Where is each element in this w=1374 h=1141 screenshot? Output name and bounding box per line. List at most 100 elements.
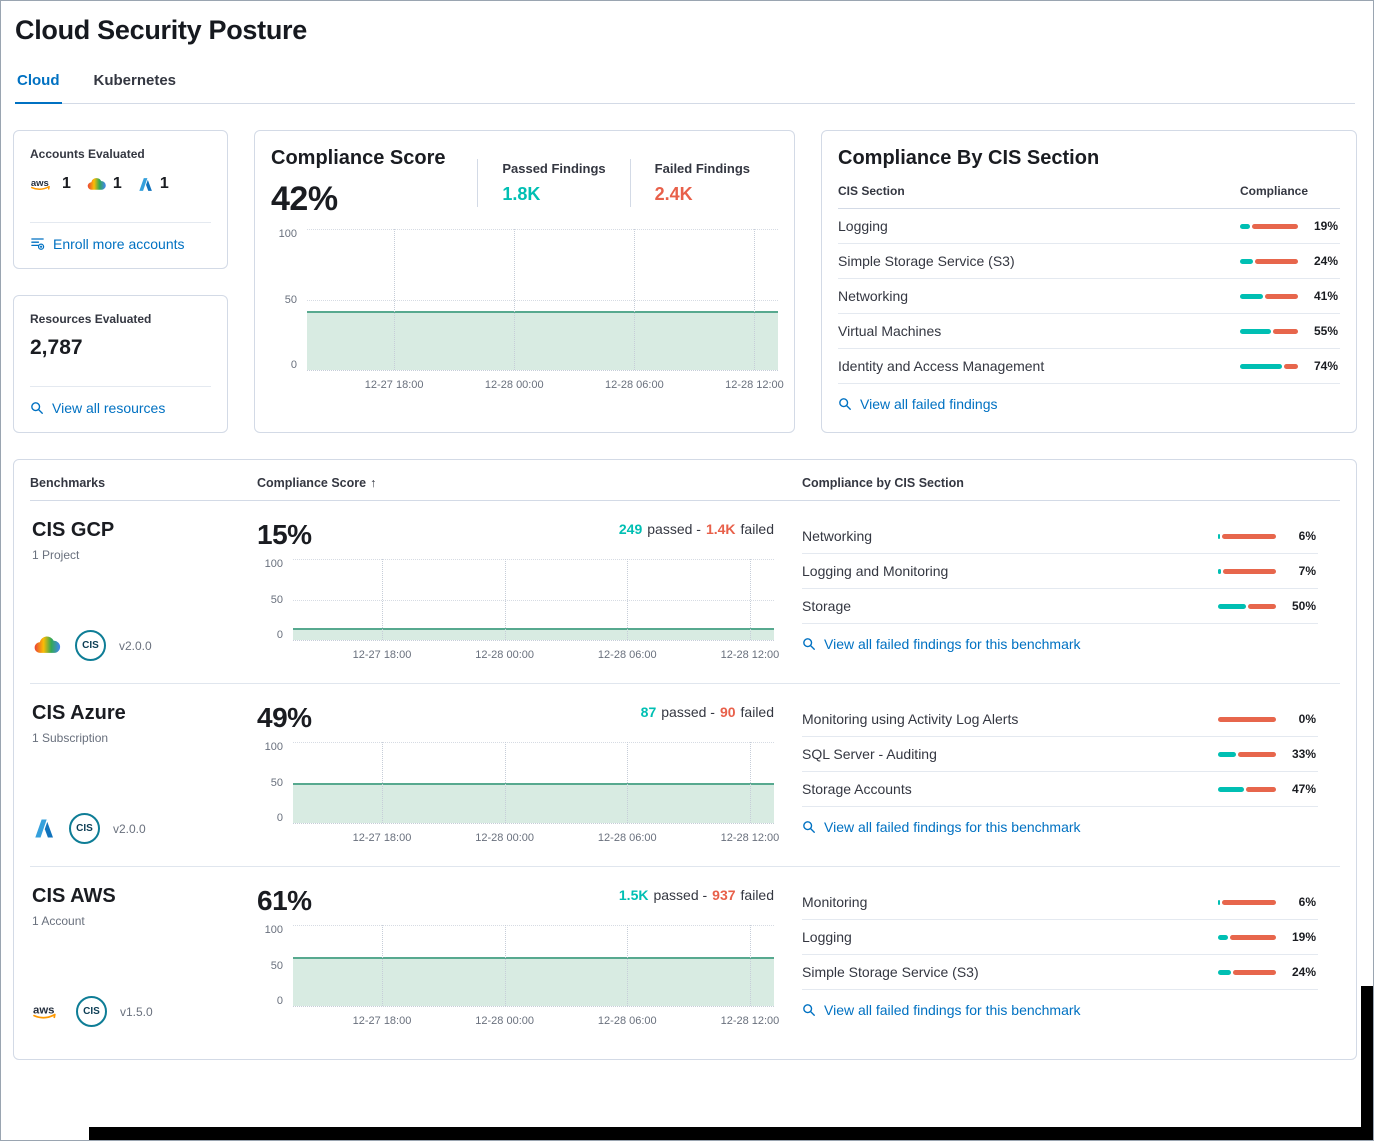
resources-evaluated-value: 2,787 — [30, 335, 83, 359]
compliance-score-column-header[interactable]: Compliance Score ↑ — [257, 476, 377, 490]
compliance-percent: 47% — [1291, 782, 1316, 796]
accounts-evaluated-card: Accounts Evaluated aws 1 — [13, 130, 228, 269]
view-failed-findings-benchmark-link[interactable]: View all failed findings for this benchm… — [802, 1002, 1081, 1018]
x-axis-labels: 12-27 18:00 12-28 00:00 12-28 06:00 12-2… — [352, 649, 780, 661]
enroll-icon — [30, 236, 45, 251]
compliance-score-card: Compliance Score 42% Passed Findings 1.8… — [254, 130, 795, 433]
resources-evaluated-card: Resources Evaluated 2,787 View all resou… — [13, 294, 228, 433]
search-icon — [802, 637, 816, 651]
cis-section-row: Monitoring using Activity Log Alerts 0% — [802, 702, 1318, 737]
compliance-percent: 50% — [1291, 599, 1316, 613]
compliance-percent: 74% — [1313, 359, 1338, 373]
compliance-bar — [1240, 258, 1298, 264]
cis-section-label: Simple Storage Service (S3) — [802, 964, 979, 980]
passed-failed-summary: 1.5K passed - 937 failed — [618, 887, 774, 903]
aws-account-count: aws 1 — [30, 175, 71, 193]
benchmark-name: CIS GCP — [32, 519, 115, 541]
passed-findings-value: 1.8K — [502, 184, 541, 204]
compliance-column-header: Compliance — [1240, 184, 1309, 198]
search-icon — [802, 1003, 816, 1017]
cis-section-label: Monitoring using Activity Log Alerts — [802, 711, 1019, 727]
screenshot-artifact-right — [1361, 986, 1373, 1140]
gcp-icon — [86, 177, 107, 192]
compliance-percent: 55% — [1313, 324, 1338, 338]
tab-cloud[interactable]: Cloud — [15, 66, 62, 104]
view-all-failed-findings-link[interactable]: View all failed findings — [838, 396, 998, 412]
benchmark-trend-chart: 100 50 0 12-27 18:00 12-28 00:00 — [257, 741, 780, 846]
area-chart-fill — [293, 627, 774, 640]
cis-section-label: Storage Accounts — [802, 781, 912, 797]
benchmark-trend-chart: 100 50 0 12-27 18:00 12-28 00:00 — [257, 924, 780, 1029]
compliance-percent: 6% — [1298, 529, 1316, 543]
x-axis-labels: 12-27 18:00 12-28 00:00 12-28 06:00 12-2… — [352, 832, 780, 844]
screenshot-artifact-bottom — [89, 1127, 1373, 1140]
findings-stats: Passed Findings 1.8K Failed Findings 2.4… — [477, 159, 774, 207]
tab-bar: Cloud Kubernetes — [15, 66, 1355, 104]
cis-section-row: Networking 41% — [838, 279, 1340, 314]
passed-findings-label: Passed Findings — [502, 161, 606, 176]
aws-icon: aws — [30, 176, 56, 193]
benchmark-subtitle: 1 Subscription — [32, 731, 109, 745]
enroll-more-accounts-link[interactable]: Enroll more accounts — [30, 223, 211, 252]
cis-benchmark-icon: CIS — [69, 813, 100, 844]
compliance-percent: 7% — [1298, 564, 1316, 578]
y-axis-labels: 100 50 0 — [278, 228, 297, 371]
compliance-percent: 24% — [1291, 965, 1316, 979]
cis-table-header: CIS Section Compliance — [838, 170, 1340, 209]
cis-benchmark-icon: CIS — [76, 996, 107, 1027]
benchmark-row-cis-gcp: CIS GCP 1 Project CIS v2.0.0 1 — [30, 501, 1340, 684]
svg-text:aws: aws — [31, 177, 49, 188]
cis-section-row: Logging and Monitoring 7% — [802, 554, 1318, 589]
compliance-percent: 6% — [1298, 895, 1316, 909]
compliance-bar — [1240, 328, 1298, 334]
benchmark-name: CIS Azure — [32, 702, 126, 724]
compliance-score-title: Compliance Score — [271, 147, 446, 169]
y-axis-labels: 100 50 0 — [264, 924, 283, 1007]
search-icon — [802, 820, 816, 834]
view-failed-findings-benchmark-link[interactable]: View all failed findings for this benchm… — [802, 636, 1081, 652]
compliance-bar — [1218, 969, 1276, 975]
benchmark-subtitle: 1 Project — [32, 548, 80, 562]
benchmarks-column-header: Benchmarks — [30, 476, 106, 490]
benchmark-meta: CIS v2.0.0 — [32, 813, 257, 846]
compliance-score-value: 42% — [271, 180, 338, 218]
sort-ascending-icon: ↑ — [370, 476, 377, 490]
cis-section-row: Networking 6% — [802, 519, 1318, 554]
cis-section-row: Logging 19% — [838, 209, 1340, 244]
compliance-bar — [1240, 363, 1298, 369]
compliance-percent: 24% — [1313, 254, 1338, 268]
cis-section-card-title: Compliance By CIS Section — [838, 147, 1100, 169]
compliance-percent: 41% — [1313, 289, 1338, 303]
accounts-evaluated-title: Accounts Evaluated — [30, 147, 145, 161]
y-axis-labels: 100 50 0 — [264, 558, 283, 641]
passed-failed-summary: 87 passed - 90 failed — [640, 704, 774, 720]
failed-findings-label: Failed Findings — [654, 161, 750, 176]
compliance-percent: 19% — [1313, 219, 1338, 233]
benchmarks-table: Benchmarks Compliance Score ↑ Compliance… — [13, 459, 1357, 1060]
compliance-percent: 33% — [1291, 747, 1316, 761]
page-title: Cloud Security Posture — [15, 15, 307, 45]
view-all-resources-link[interactable]: View all resources — [30, 387, 211, 416]
area-chart-fill — [293, 783, 774, 823]
cis-section-label: Monitoring — [802, 894, 868, 910]
view-failed-findings-benchmark-link[interactable]: View all failed findings for this benchm… — [802, 819, 1081, 835]
tab-kubernetes[interactable]: Kubernetes — [93, 72, 177, 89]
benchmark-trend-chart: 100 50 0 12-27 18:00 12-28 00:00 — [257, 558, 780, 663]
benchmark-row-cis-azure: CIS Azure 1 Subscription CIS v2.0.0 — [30, 684, 1340, 867]
cis-section-label: Logging — [802, 929, 852, 945]
y-axis-labels: 100 50 0 — [264, 741, 283, 824]
benchmark-score: 15% — [257, 519, 312, 550]
benchmarks-table-header: Benchmarks Compliance Score ↑ Compliance… — [30, 464, 1340, 501]
compliance-score-header: Compliance Score 42% Passed Findings 1.8… — [271, 147, 778, 219]
cis-section-row: Storage Accounts 47% — [802, 772, 1318, 807]
x-axis-labels: 12-27 18:00 12-28 00:00 12-28 06:00 12-2… — [364, 379, 784, 391]
cis-section-label: Virtual Machines — [838, 323, 942, 339]
cis-section-label: Networking — [802, 528, 873, 544]
compliance-bar — [1218, 603, 1276, 609]
benchmark-score: 61% — [257, 885, 312, 916]
provider-counts: aws 1 — [30, 175, 211, 193]
compliance-by-cis-section-card: Compliance By CIS Section CIS Section Co… — [821, 130, 1357, 433]
azure-icon — [32, 818, 56, 839]
compliance-bar — [1240, 293, 1298, 299]
